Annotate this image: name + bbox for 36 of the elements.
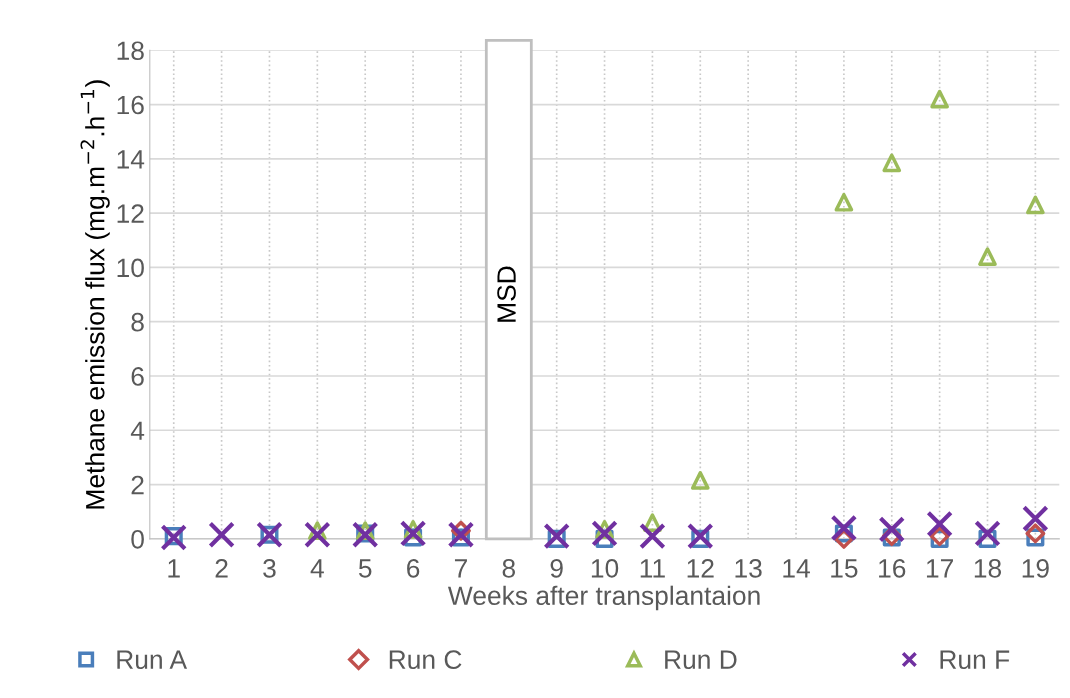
y-tick-label: 4: [130, 421, 145, 440]
x-tick-label: 18: [974, 559, 1002, 578]
x-tick-label: 11: [640, 559, 665, 578]
x-axis-title: Weeks after transplantaion: [447, 585, 760, 611]
y-tick-label: 8: [131, 312, 144, 332]
x-tick-label: 12: [687, 559, 714, 578]
x-tick-label: 15: [831, 559, 858, 578]
x-tick-label: 2: [215, 559, 228, 578]
x-tick-label: 4: [310, 559, 324, 578]
x-tick-label: 5: [358, 559, 372, 578]
x-tick-label: 6: [407, 559, 420, 578]
y-tick-label: 6: [131, 367, 144, 386]
x-tick-label: 8: [502, 559, 515, 578]
x-tick-label: 3: [263, 559, 276, 578]
x-tick-label: 10: [591, 559, 619, 578]
band-label: MSD: [497, 266, 516, 322]
legend-label: Run F: [940, 650, 1010, 670]
x-tick-label: 17: [926, 559, 953, 578]
legend-label: Run D: [665, 650, 737, 670]
y-tick-label: 18: [117, 41, 144, 61]
x-tick-label: 14: [783, 559, 810, 578]
y-axis-title: Methane emission flux (mg.m$^{−2}$.h$^{−1}$): [80, 80, 110, 509]
x-tick-label: 9: [550, 559, 563, 578]
legend-label: Run A: [117, 650, 188, 670]
x-tick-label: 13: [735, 559, 762, 578]
y-tick-label: 14: [117, 150, 145, 169]
x-tick-label: 19: [1022, 559, 1049, 578]
y-tick-label: 12: [117, 204, 144, 223]
y-tick-label: 0: [131, 529, 144, 549]
y-tick-label: 10: [117, 258, 144, 278]
legend-label: Run C: [389, 650, 462, 670]
x-tick-label: 7: [454, 559, 467, 578]
x-tick-label: 1: [168, 559, 180, 578]
x-tick-label: 16: [879, 559, 906, 578]
y-tick-label: 2: [131, 475, 144, 495]
y-tick-label: 16: [117, 95, 144, 115]
